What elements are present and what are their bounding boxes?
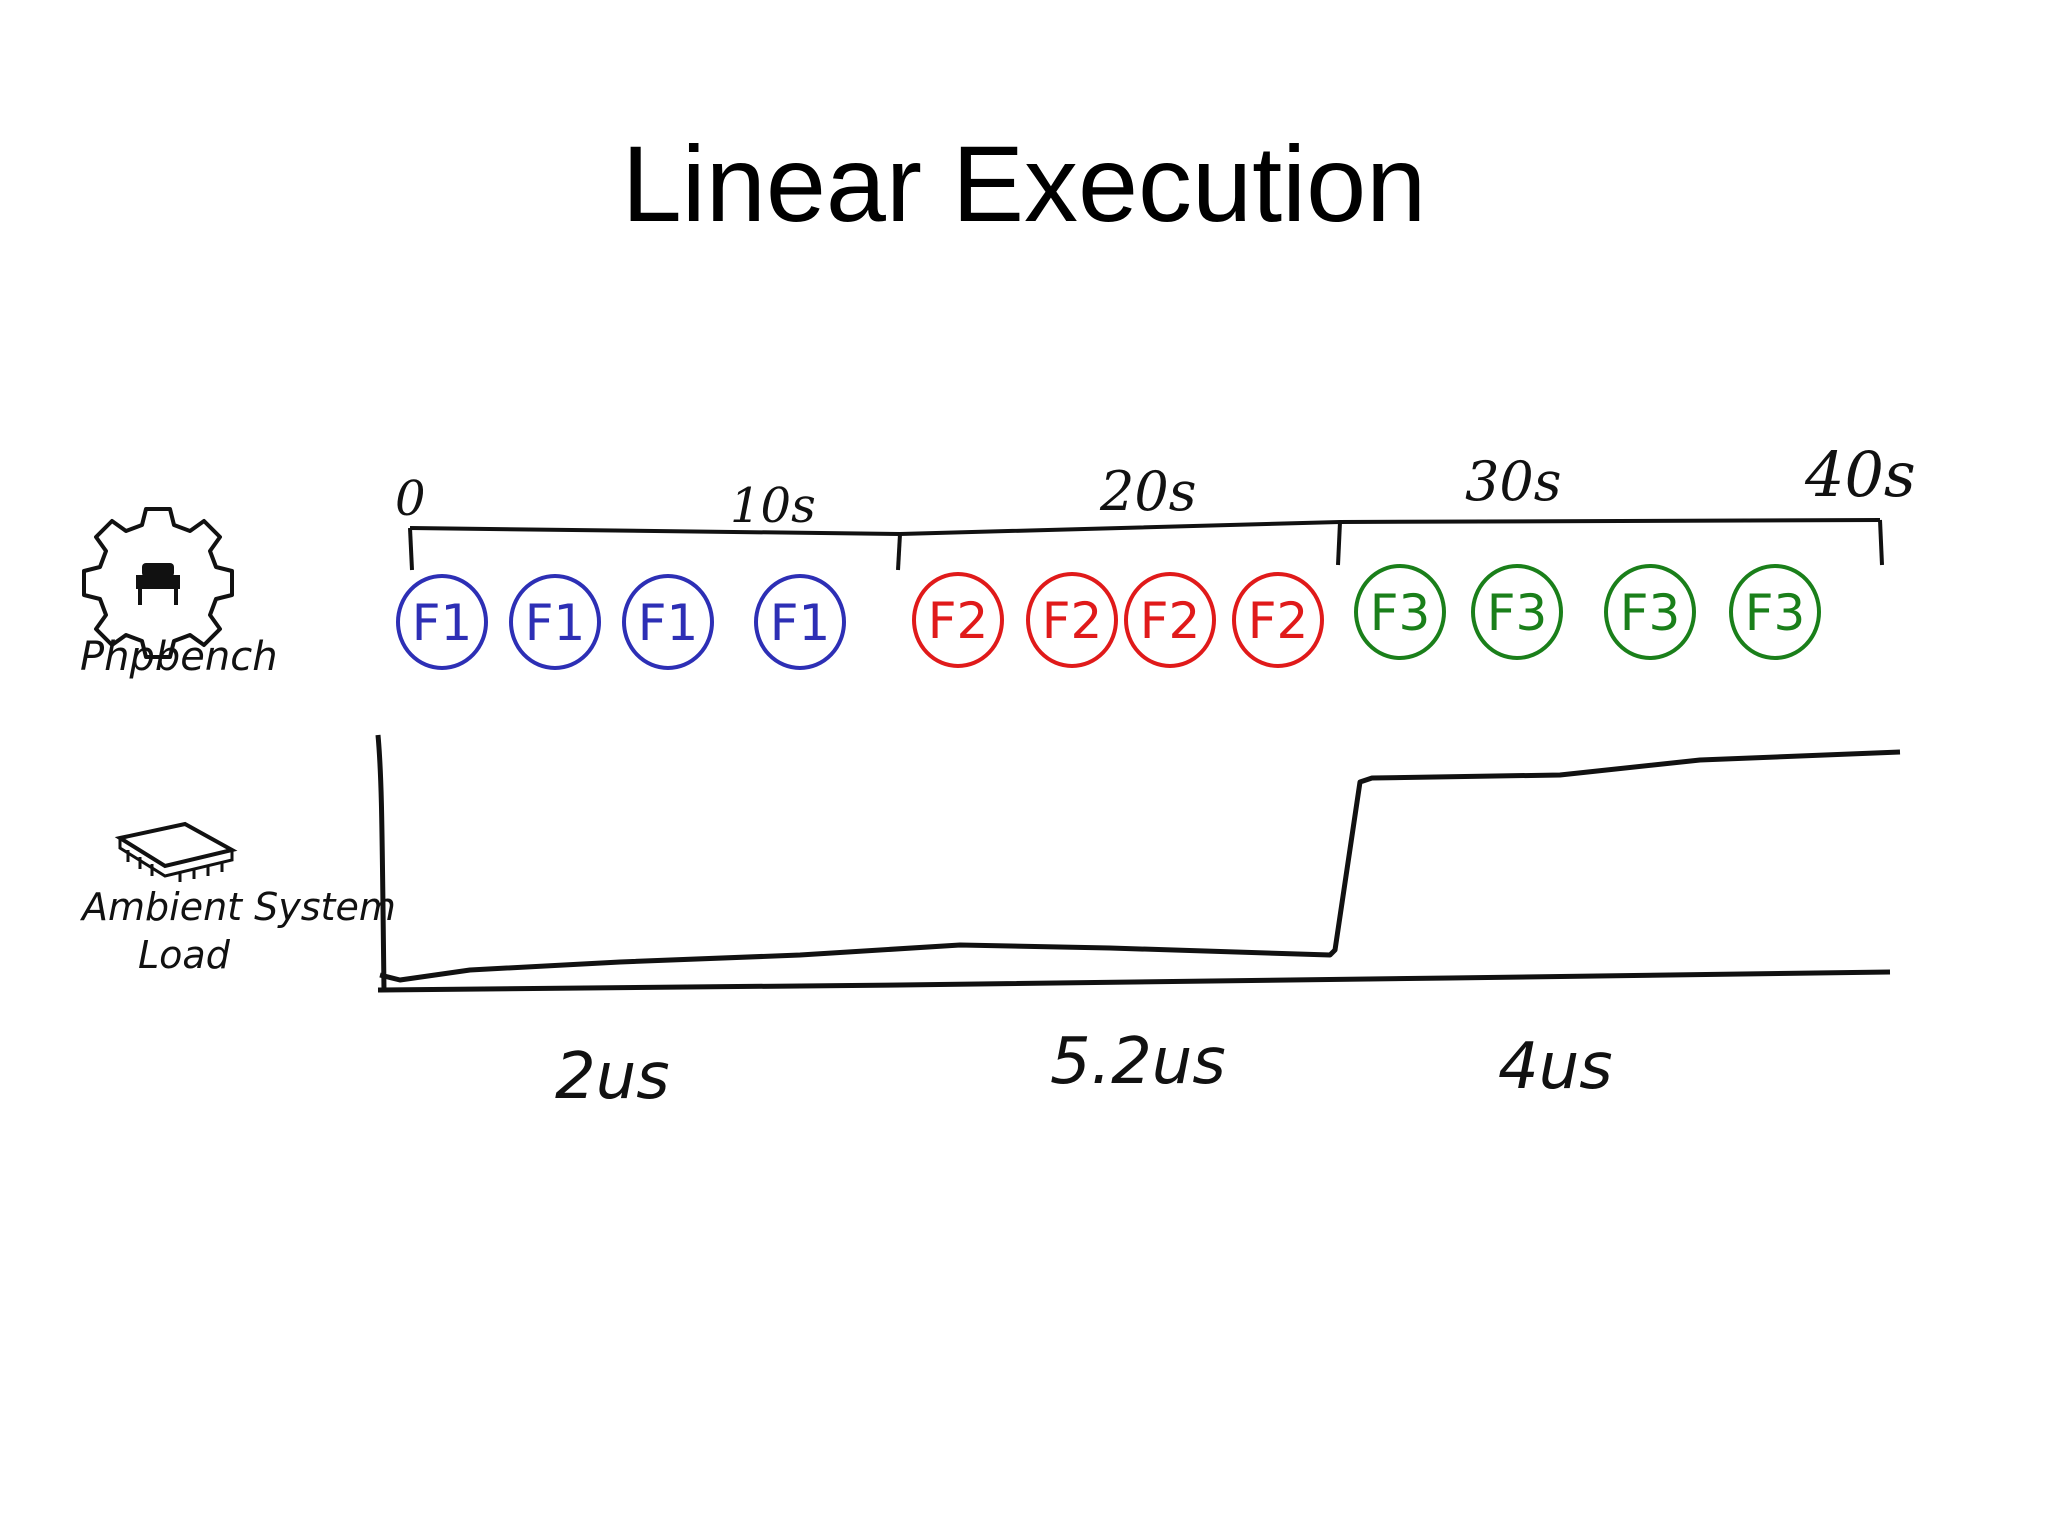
task-circle-f1-2: F1 <box>509 574 601 670</box>
task-circle-f3-1: F3 <box>1354 564 1446 660</box>
tick-label-0: 0 <box>395 471 426 527</box>
duration-label-f1: 2us <box>555 1040 670 1114</box>
task-circle-label: F2 <box>928 592 989 650</box>
task-circle-f3-4: F3 <box>1729 564 1821 660</box>
task-circle-label: F2 <box>1042 592 1103 650</box>
task-circle-label: F2 <box>1248 592 1309 650</box>
task-circle-label: F1 <box>770 594 831 652</box>
duration-label-f2: 5.2us <box>1050 1025 1226 1099</box>
task-circle-f2-1: F2 <box>912 572 1004 668</box>
task-circle-f2-4: F2 <box>1232 572 1324 668</box>
duration-label-f3: 4us <box>1498 1030 1613 1104</box>
timeline-ticks <box>408 519 1884 571</box>
task-circle-label: F3 <box>1620 584 1681 642</box>
timeline-tick-2 <box>1336 521 1342 566</box>
task-circle-f2-3: F2 <box>1124 572 1216 668</box>
task-circle-label: F1 <box>412 594 473 652</box>
task-circle-label: F1 <box>638 594 699 652</box>
load-chart-baseline <box>377 969 1891 993</box>
task-circle-f2-2: F2 <box>1026 572 1118 668</box>
timeline-tick-0 <box>408 527 414 571</box>
tick-label-20s: 20s <box>1099 460 1196 523</box>
task-circle-f1-1: F1 <box>396 574 488 670</box>
task-circle-label: F3 <box>1487 584 1548 642</box>
cpu-chip-icon <box>114 821 238 882</box>
tick-label-10s: 10s <box>730 478 816 534</box>
timeline-axis <box>409 518 1881 537</box>
task-circle-f1-3: F1 <box>622 574 714 670</box>
task-circle-label: F2 <box>1140 592 1201 650</box>
tick-label-40s: 40s <box>1804 438 1916 511</box>
slide-title: Linear Execution <box>621 123 1427 244</box>
phpbench-label: Phpbench <box>80 634 278 680</box>
load-chart <box>375 734 1901 993</box>
gear-with-bench-icon <box>82 507 234 659</box>
task-circles: F1 F1 F1 F1 F2 F2 F2 F2 F3 F3 F3 F3 <box>396 564 1821 670</box>
tick-label-30s: 30s <box>1465 450 1561 513</box>
task-circle-label: F1 <box>525 594 586 652</box>
load-chart-line <box>379 749 1901 983</box>
task-circle-label: F3 <box>1745 584 1806 642</box>
ambient-label-line1: Ambient System <box>79 885 396 929</box>
task-circle-f1-4: F1 <box>754 574 846 670</box>
task-circle-label: F3 <box>1370 584 1431 642</box>
timeline-tick-1 <box>896 533 902 571</box>
timeline-tick-3 <box>1878 519 1884 566</box>
task-circle-f3-3: F3 <box>1604 564 1696 660</box>
ambient-label-line2: Load <box>138 933 231 977</box>
load-chart-y-axis <box>375 734 387 991</box>
task-circle-f3-2: F3 <box>1471 564 1563 660</box>
